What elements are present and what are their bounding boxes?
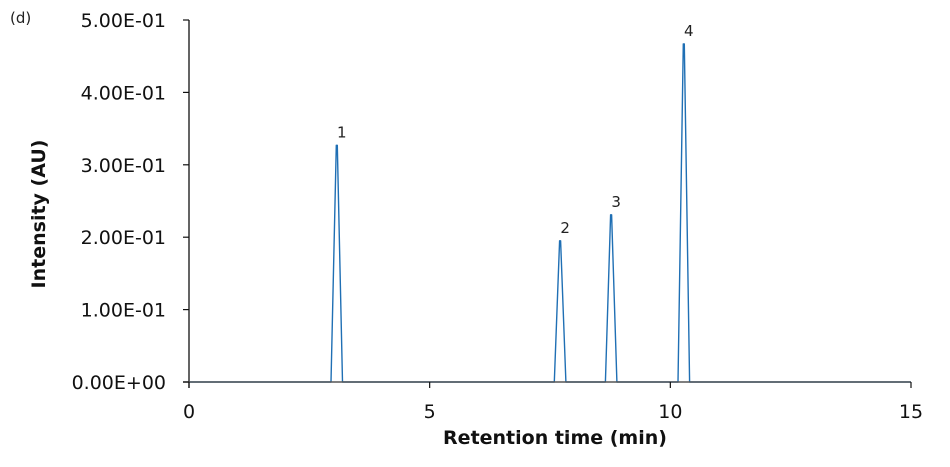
x-tick-label: 0	[183, 401, 195, 423]
peak-label-2: 2	[560, 219, 570, 237]
y-tick-label: 3.00E-01	[81, 155, 166, 177]
x-tick-label: 15	[899, 401, 923, 423]
peak-label-1: 1	[337, 123, 347, 141]
chromatogram-line	[189, 43, 911, 383]
y-tick-label: 0.00E+00	[72, 372, 166, 394]
y-tick-label: 4.00E-01	[81, 82, 166, 104]
x-tick-label: 10	[658, 401, 682, 423]
peak-label-3: 3	[611, 193, 621, 211]
x-axis-title: Retention time (min)	[443, 427, 667, 449]
panel-label: (d)	[10, 9, 32, 27]
y-axis-title: Intensity (AU)	[28, 140, 50, 289]
y-tick-label: 1.00E-01	[81, 300, 166, 322]
y-tick-label: 5.00E-01	[81, 10, 166, 32]
y-tick-label: 2.00E-01	[81, 227, 166, 249]
x-tick-label: 5	[424, 401, 436, 423]
peak-label-4: 4	[684, 22, 694, 40]
plot-area: 1 2 3 4 0.00E+00 1.00E-01 2.00E-01 3.00E-01 4.00…	[28, 10, 923, 449]
